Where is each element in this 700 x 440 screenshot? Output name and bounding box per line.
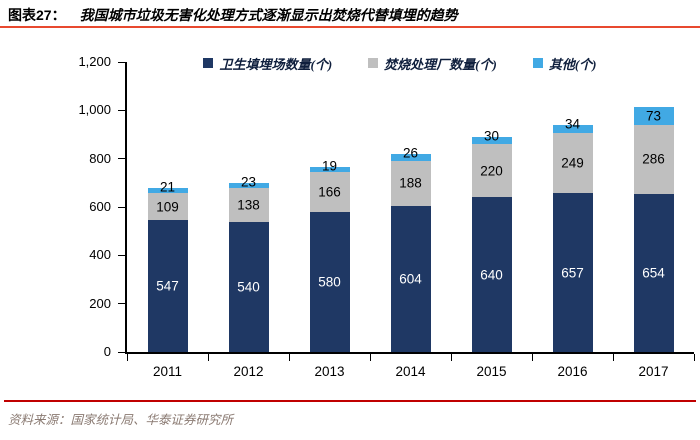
y-axis-tick-label: 600: [89, 199, 111, 214]
x-axis-category-label: 2016: [557, 364, 588, 379]
bar-value-label: 249: [561, 155, 584, 171]
bar-value-label: 286: [642, 151, 665, 167]
bar-value-label: 34: [564, 116, 581, 132]
bar-segment-other: [390, 154, 431, 161]
bar-segment-other: [309, 167, 350, 172]
bar-value-label: 220: [480, 163, 503, 179]
bar-segment-landfill: [471, 197, 512, 352]
bar-value-label: 109: [156, 199, 179, 215]
legend-label: 焚烧处理厂数量(个): [384, 56, 497, 72]
x-axis-category-label: 2011: [152, 364, 183, 379]
bar-value-label: 73: [645, 108, 662, 124]
legend-label: 卫生填埋场数量(个): [219, 56, 333, 72]
bar-segment-landfill: [552, 193, 593, 352]
bar-value-label: 26: [402, 145, 419, 161]
bar-segment-incineration: [552, 133, 593, 194]
bar-value-label: 30: [483, 128, 500, 144]
x-axis-tick: [450, 354, 452, 361]
bar-value-label: 654: [642, 265, 665, 281]
bar-segment-other: [471, 136, 512, 145]
legend-label: 其他(个): [548, 56, 597, 72]
y-axis-tick-label: 1,000: [78, 102, 111, 118]
header-divider-line: [0, 26, 700, 28]
y-axis-tick-label: 1,200: [78, 54, 111, 69]
x-axis-tick: [288, 354, 290, 361]
y-axis-tick: [118, 61, 125, 63]
y-axis-tick: [118, 254, 125, 256]
bar-value-label: 580: [318, 274, 341, 290]
legend-swatch-icon: [368, 58, 379, 68]
y-axis-tick-label: 200: [89, 295, 111, 311]
bar-segment-landfill: [390, 206, 431, 352]
figure-number-label: 图表27：: [8, 7, 66, 23]
bar-segment-landfill: [633, 193, 674, 352]
bar-segment-incineration: [471, 144, 512, 198]
bar-segment-incineration: [633, 124, 674, 194]
legend-swatch-icon: [532, 58, 543, 68]
bar-segment-landfill: [228, 221, 269, 352]
x-axis-tick: [612, 354, 614, 361]
plot-area: 0 200 400 600 800 1,000 1,200 547 109 21 2011 540 13…: [78, 54, 695, 379]
y-axis-tick: [118, 206, 125, 208]
y-axis-tick-label: 0: [103, 344, 111, 359]
x-axis-category-label: 2012: [233, 364, 264, 379]
x-axis-tick: [531, 354, 533, 361]
y-axis-tick: [118, 158, 125, 160]
x-axis-category-label: 2014: [395, 364, 426, 379]
bar-segment-incineration: [309, 171, 350, 212]
x-axis-tick: [369, 354, 371, 361]
bar-segment-other: [147, 188, 188, 194]
bar-value-label: 21: [159, 179, 176, 195]
bar-segment-incineration: [147, 193, 188, 220]
x-axis-category-label: 2017: [638, 364, 669, 379]
y-axis-tick: [118, 351, 125, 353]
bar-value-label: 640: [480, 267, 503, 283]
bar-value-label: 188: [399, 175, 422, 191]
bar-value-label: 23: [240, 174, 257, 190]
y-axis-tick-label: 800: [89, 150, 111, 166]
footer-divider-line: [4, 400, 696, 402]
x-axis-category-label: 2015: [476, 364, 507, 379]
bar-segment-other: [228, 182, 269, 189]
legend-item: 焚烧处理厂数量(个): [368, 54, 497, 73]
x-axis-tick: [693, 354, 695, 361]
bar-segment-incineration: [390, 160, 431, 207]
bar-segment-other: [552, 124, 593, 134]
bar-segment-landfill: [309, 211, 350, 352]
x-axis-tick: [207, 354, 209, 361]
bar-segment-other: [633, 107, 674, 125]
chart-title: 我国城市垃圾无害化处理方式逐渐显示出焚烧代替填埋的趋势: [79, 9, 458, 24]
source-note: 资料来源：国家统计局、华泰证券研究所: [8, 413, 234, 427]
x-axis-tick: [126, 354, 128, 361]
bar-value-label: 547: [156, 278, 179, 294]
bar-value-label: 657: [561, 265, 584, 281]
legend-item: 卫生填埋场数量(个): [203, 54, 332, 73]
chart-legend: 卫生填埋场数量(个) 焚烧处理厂数量(个) 其他(个): [110, 54, 690, 72]
chart-header: 图表27： 我国城市垃圾无害化处理方式逐渐显示出焚烧代替填埋的趋势: [8, 5, 696, 25]
bar-value-label: 540: [237, 279, 260, 295]
bar-segment-landfill: [147, 219, 188, 352]
bar-value-label: 19: [321, 158, 338, 174]
y-axis-tick: [118, 109, 125, 111]
bar-value-label: 604: [399, 271, 422, 287]
x-axis-category-label: 2013: [314, 364, 345, 379]
legend-item: 其他(个): [532, 54, 597, 73]
legend-swatch-icon: [203, 58, 214, 68]
y-axis-tick: [118, 303, 125, 305]
bar-segment-incineration: [228, 188, 269, 222]
bar-value-label: 138: [237, 197, 260, 213]
y-axis-tick-label: 400: [89, 247, 111, 263]
bar-value-label: 166: [318, 184, 341, 200]
